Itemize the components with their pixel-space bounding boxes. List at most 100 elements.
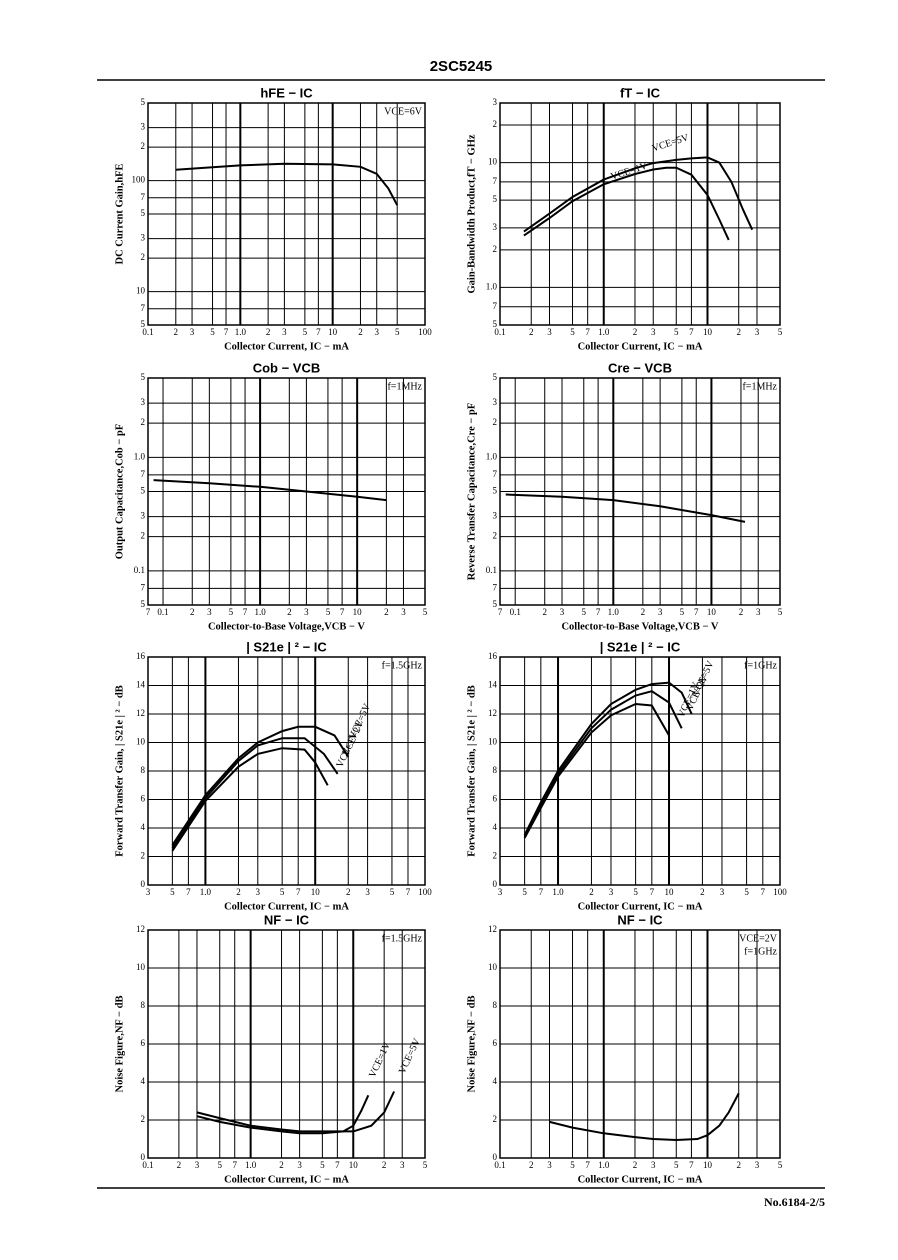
y-tick-label: 4: [141, 1076, 146, 1086]
x-tick-label: 5: [423, 607, 428, 617]
y-tick-label: 10: [136, 737, 146, 747]
y-tick-label: 7: [141, 303, 146, 313]
y-axis-label: Gain-Bandwidth Product,fT − GHz: [466, 134, 477, 293]
x-tick-label: 10: [703, 327, 713, 337]
x-tick-label: 3: [547, 1160, 552, 1170]
x-axis-label: Collector Current, IC − mA: [578, 901, 703, 912]
x-tick-label: 2: [266, 327, 271, 337]
x-axis-label: Collector Current, IC − mA: [578, 341, 703, 352]
chart-title: | S21e | ² − IC: [600, 639, 681, 654]
y-axis-label: Output Capacitance,Cob − pF: [114, 424, 125, 560]
y-tick-label: 3: [493, 222, 498, 232]
y-tick-label: 3: [493, 97, 498, 107]
y-tick-label: 12: [136, 924, 145, 934]
x-tick-label: 5: [395, 327, 400, 337]
y-tick-label: 14: [136, 680, 146, 690]
x-tick-label: 3: [498, 887, 503, 897]
x-tick-label: 3: [651, 327, 656, 337]
x-tick-label: 5: [633, 887, 638, 897]
x-tick-label: 10: [353, 607, 363, 617]
x-tick-label: 5: [570, 327, 575, 337]
x-tick-label: 7: [596, 607, 601, 617]
y-tick-label: 14: [488, 680, 498, 690]
x-tick-label: 7: [224, 327, 229, 337]
x-tick-label: 10: [665, 887, 675, 897]
plot-frame: [147, 377, 426, 606]
y-axis-label: Noise Figure,NF − dB: [466, 996, 477, 1093]
chart-title: NF − IC: [617, 912, 663, 927]
y-tick-label: 5: [141, 486, 146, 496]
x-tick-label: 7: [296, 887, 301, 897]
curve: [175, 162, 399, 206]
y-tick-label: 2: [493, 417, 498, 427]
y-tick-label: 16: [488, 651, 498, 661]
x-tick-label: 0.1: [142, 327, 153, 337]
header: 2SC5245: [430, 58, 493, 75]
x-tick-label: 5: [570, 1160, 575, 1170]
curve: [171, 725, 350, 846]
x-axis-label: Collector Current, IC − mA: [224, 1174, 349, 1185]
x-tick-label: 3: [609, 887, 614, 897]
y-tick-label: 2: [493, 851, 498, 861]
curve: [523, 681, 693, 836]
chart-title: hFE − IC: [260, 85, 313, 100]
x-axis-label: Collector Current, IC − mA: [224, 341, 349, 352]
y-tick-label: 100: [132, 175, 146, 185]
x-tick-label: 10: [707, 607, 717, 617]
annotation: f=1.5GHz: [382, 660, 423, 671]
x-tick-label: 7: [650, 887, 655, 897]
y-tick-label: 1.0: [486, 451, 498, 461]
x-tick-label: 3: [207, 607, 212, 617]
curve: [196, 1094, 370, 1135]
annotation: f=1GHz: [744, 946, 777, 957]
y-tick-label: 2: [141, 531, 146, 541]
x-tick-label: 0.1: [142, 1160, 153, 1170]
chart-title: | S21e | ² − IC: [246, 639, 327, 654]
plot-frame: [499, 929, 781, 1159]
x-tick-label: 10: [311, 887, 321, 897]
x-tick-label: 2: [174, 327, 179, 337]
y-tick-label: 3: [141, 122, 146, 132]
y-tick-label: 3: [141, 511, 146, 521]
y-axis-label: DC Current Gain,hFE: [114, 163, 125, 264]
x-tick-label: 0.1: [510, 607, 521, 617]
x-tick-label: 2: [384, 607, 389, 617]
x-tick-label: 2: [641, 607, 646, 617]
x-tick-label: 0.1: [157, 607, 168, 617]
plot-frame: [147, 102, 426, 326]
x-tick-label: 3: [401, 607, 406, 617]
x-tick-label: 7: [316, 327, 321, 337]
x-tick-label: 3: [146, 887, 151, 897]
x-tick-label: 2: [736, 1160, 741, 1170]
x-tick-label: 1.0: [254, 607, 266, 617]
curve: [196, 1091, 396, 1133]
y-tick-label: 2: [141, 252, 146, 262]
y-tick-label: 5: [493, 372, 498, 382]
y-tick-label: 3: [493, 511, 498, 521]
x-tick-label: 2: [700, 887, 705, 897]
x-tick-label: 2: [190, 607, 195, 617]
x-tick-label: 3: [256, 887, 261, 897]
y-tick-label: 7: [493, 176, 498, 186]
plot-frame: [147, 929, 426, 1159]
y-tick-label: 8: [493, 1000, 498, 1010]
curve: [523, 166, 730, 241]
annotation: f=1.5GHz: [382, 933, 423, 944]
x-tick-label: 7: [186, 887, 191, 897]
y-tick-label: 5: [141, 97, 146, 107]
y-tick-label: 5: [141, 372, 146, 382]
x-tick-label: 3: [297, 1160, 302, 1170]
y-tick-label: 7: [493, 301, 498, 311]
y-tick-label: 12: [488, 708, 497, 718]
x-tick-label: 5: [522, 887, 527, 897]
x-tick-label: 5: [390, 887, 395, 897]
x-tick-label: 3: [400, 1160, 405, 1170]
y-axis-label: Forward Transfer Gain, | S21e | ² − dB: [114, 685, 125, 857]
y-tick-label: 5: [141, 319, 146, 329]
x-tick-label: 3: [195, 1160, 200, 1170]
curve: [505, 493, 746, 523]
x-tick-label: 2: [279, 1160, 284, 1170]
x-tick-label: 7: [585, 1160, 590, 1170]
y-tick-label: 12: [488, 924, 497, 934]
y-tick-label: 2: [493, 1114, 498, 1124]
